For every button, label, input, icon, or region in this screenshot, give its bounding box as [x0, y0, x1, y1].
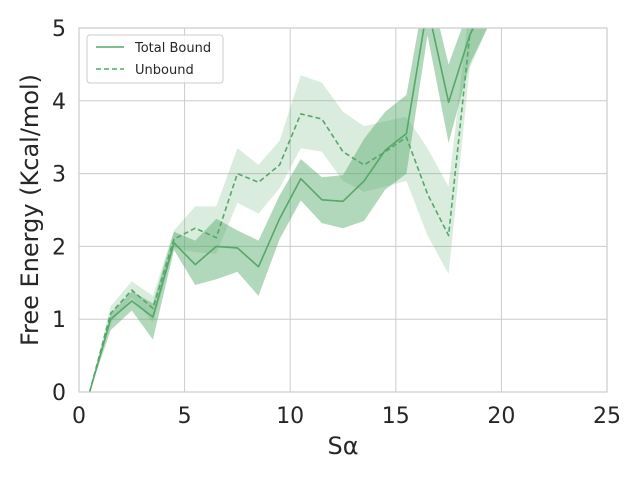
x-tick-label: 5 — [178, 404, 192, 429]
plot-frame — [78, 27, 608, 393]
band-total-bound — [89, 28, 488, 392]
series-lines — [88, 28, 475, 392]
y-axis-label: Free Energy (Kcal/mol) — [16, 74, 44, 346]
y-tick-label: 0 — [52, 381, 66, 406]
y-tick-label: 5 — [52, 17, 66, 42]
x-axis-label: Sα — [327, 432, 358, 460]
y-tick-label: 1 — [52, 308, 66, 333]
x-tick-label: 25 — [593, 404, 621, 429]
confidence-bands — [89, 28, 488, 392]
x-tick-label: 15 — [382, 404, 410, 429]
x-tick-label: 20 — [487, 404, 515, 429]
series-line-unbound — [88, 28, 475, 392]
x-tick-label: 10 — [276, 404, 304, 429]
grid-layer — [78, 27, 608, 393]
series-line-total-bound — [88, 28, 475, 392]
legend-label-total-bound: Total Bound — [134, 41, 211, 56]
legend: Total Bound Unbound — [86, 34, 224, 84]
tick-labels: 0 5 10 15 20 25 0 1 2 3 4 5 — [52, 17, 621, 429]
y-tick-label: 3 — [52, 163, 66, 188]
legend-label-unbound: Unbound — [135, 63, 194, 78]
x-tick-label: 0 — [72, 404, 86, 429]
y-tick-label: 4 — [52, 90, 66, 115]
y-tick-label: 2 — [52, 235, 66, 260]
